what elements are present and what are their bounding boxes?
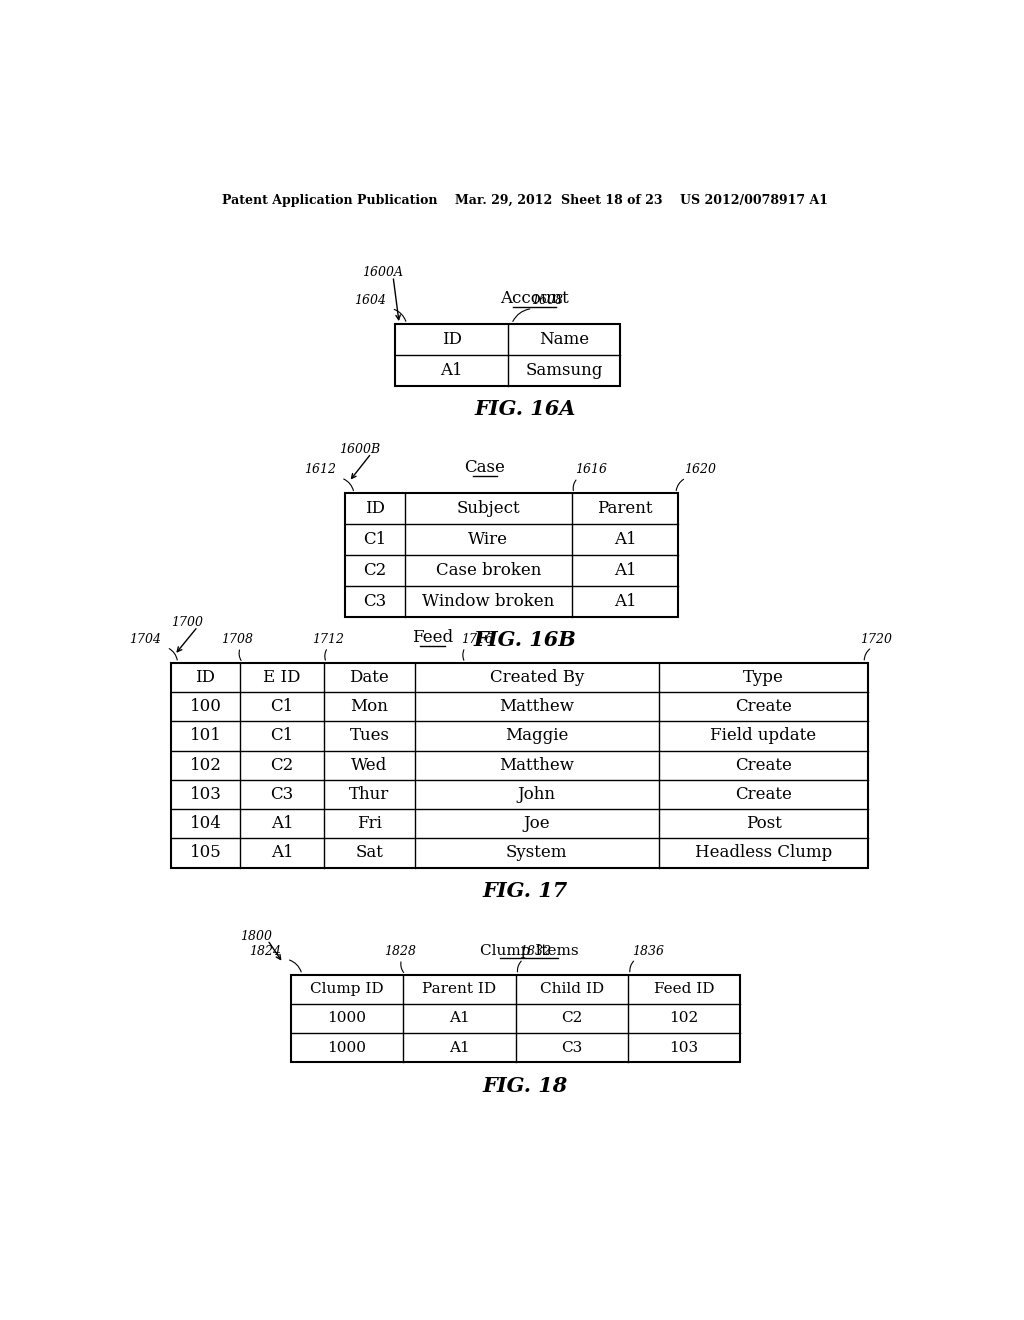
Text: E ID: E ID [263, 669, 301, 686]
Text: A1: A1 [449, 1011, 470, 1026]
Text: Create: Create [735, 785, 792, 803]
Text: FIG. 16B: FIG. 16B [473, 631, 577, 651]
Text: Window broken: Window broken [422, 593, 554, 610]
Text: 101: 101 [189, 727, 221, 744]
Text: Case: Case [465, 459, 506, 477]
Text: Clump ID: Clump ID [310, 982, 384, 997]
Text: C2: C2 [561, 1011, 583, 1026]
Text: Maggie: Maggie [505, 727, 568, 744]
Text: Post: Post [745, 816, 781, 832]
Bar [291, 974, 740, 1063]
Text: Feed: Feed [412, 628, 453, 645]
Text: 1720: 1720 [860, 632, 892, 645]
Text: C1: C1 [364, 531, 387, 548]
Text: 1716: 1716 [461, 632, 494, 645]
Text: Name: Name [539, 331, 589, 348]
Text: Type: Type [743, 669, 784, 686]
Text: 1600A: 1600A [362, 265, 403, 279]
Text: Fri: Fri [357, 816, 382, 832]
Text: Sat: Sat [355, 845, 383, 862]
Text: Matthew: Matthew [500, 698, 574, 715]
Bar [395, 323, 621, 385]
Text: 1708: 1708 [221, 632, 253, 645]
Text: 1608: 1608 [531, 294, 563, 308]
Text: A1: A1 [271, 845, 294, 862]
Text: 1000: 1000 [328, 1040, 367, 1055]
Text: Patent Application Publication    Mar. 29, 2012  Sheet 18 of 23    US 2012/00789: Patent Application Publication Mar. 29, … [222, 194, 827, 207]
Text: Create: Create [735, 756, 792, 774]
Text: C3: C3 [270, 785, 294, 803]
Text: 1836: 1836 [632, 945, 664, 958]
Text: 103: 103 [670, 1040, 698, 1055]
Text: 1712: 1712 [312, 632, 344, 645]
Text: Case broken: Case broken [435, 562, 541, 579]
Text: Account: Account [501, 290, 569, 308]
Text: 1704: 1704 [129, 632, 162, 645]
Text: 1620: 1620 [684, 463, 717, 477]
Text: Samsung: Samsung [525, 362, 603, 379]
Text: 102: 102 [189, 756, 221, 774]
Text: A1: A1 [271, 816, 294, 832]
Text: FIG. 18: FIG. 18 [482, 1076, 567, 1096]
Text: Subject: Subject [457, 500, 520, 517]
Text: Wed: Wed [351, 756, 387, 774]
Bar [345, 494, 678, 616]
Text: FIG. 16A: FIG. 16A [474, 400, 575, 420]
Text: 1824: 1824 [250, 945, 282, 958]
Text: Wire: Wire [468, 531, 508, 548]
Text: ID: ID [196, 669, 215, 686]
Text: Joe: Joe [523, 816, 550, 832]
Text: C2: C2 [270, 756, 294, 774]
Text: Thur: Thur [349, 785, 389, 803]
Text: 1604: 1604 [354, 294, 386, 308]
Text: Headless Clump: Headless Clump [695, 845, 833, 862]
Text: A1: A1 [449, 1040, 470, 1055]
Text: 103: 103 [189, 785, 221, 803]
Text: Created By: Created By [489, 669, 584, 686]
Text: C1: C1 [270, 727, 294, 744]
Text: A1: A1 [613, 593, 636, 610]
Text: 104: 104 [189, 816, 221, 832]
Text: Parent: Parent [597, 500, 652, 517]
Text: Mon: Mon [350, 698, 388, 715]
Text: 102: 102 [670, 1011, 698, 1026]
Text: 1828: 1828 [384, 945, 416, 958]
Text: 1700: 1700 [171, 616, 203, 630]
Text: 105: 105 [189, 845, 221, 862]
Text: Feed ID: Feed ID [653, 982, 715, 997]
Text: C3: C3 [561, 1040, 583, 1055]
Text: Parent ID: Parent ID [422, 982, 497, 997]
Text: 1612: 1612 [304, 463, 336, 477]
Text: ID: ID [365, 500, 385, 517]
Text: Field update: Field update [711, 727, 816, 744]
Text: FIG. 17: FIG. 17 [482, 882, 567, 902]
Text: 1800: 1800 [241, 929, 272, 942]
Bar [171, 663, 868, 867]
Text: 100: 100 [189, 698, 221, 715]
Text: Create: Create [735, 698, 792, 715]
Text: C1: C1 [270, 698, 294, 715]
Text: 1832: 1832 [519, 945, 551, 958]
Text: A1: A1 [440, 362, 463, 379]
Text: Date: Date [349, 669, 389, 686]
Text: 1600B: 1600B [339, 444, 380, 455]
Text: ID: ID [441, 331, 462, 348]
Text: 1000: 1000 [328, 1011, 367, 1026]
Text: Matthew: Matthew [500, 756, 574, 774]
Text: A1: A1 [613, 531, 636, 548]
Text: System: System [506, 845, 567, 862]
Text: John: John [518, 785, 556, 803]
Text: Tues: Tues [349, 727, 389, 744]
Text: C3: C3 [364, 593, 387, 610]
Text: Clump Items: Clump Items [479, 944, 579, 958]
Text: Child ID: Child ID [540, 982, 604, 997]
Text: 1616: 1616 [575, 463, 607, 477]
Text: A1: A1 [613, 562, 636, 579]
Text: C2: C2 [364, 562, 387, 579]
